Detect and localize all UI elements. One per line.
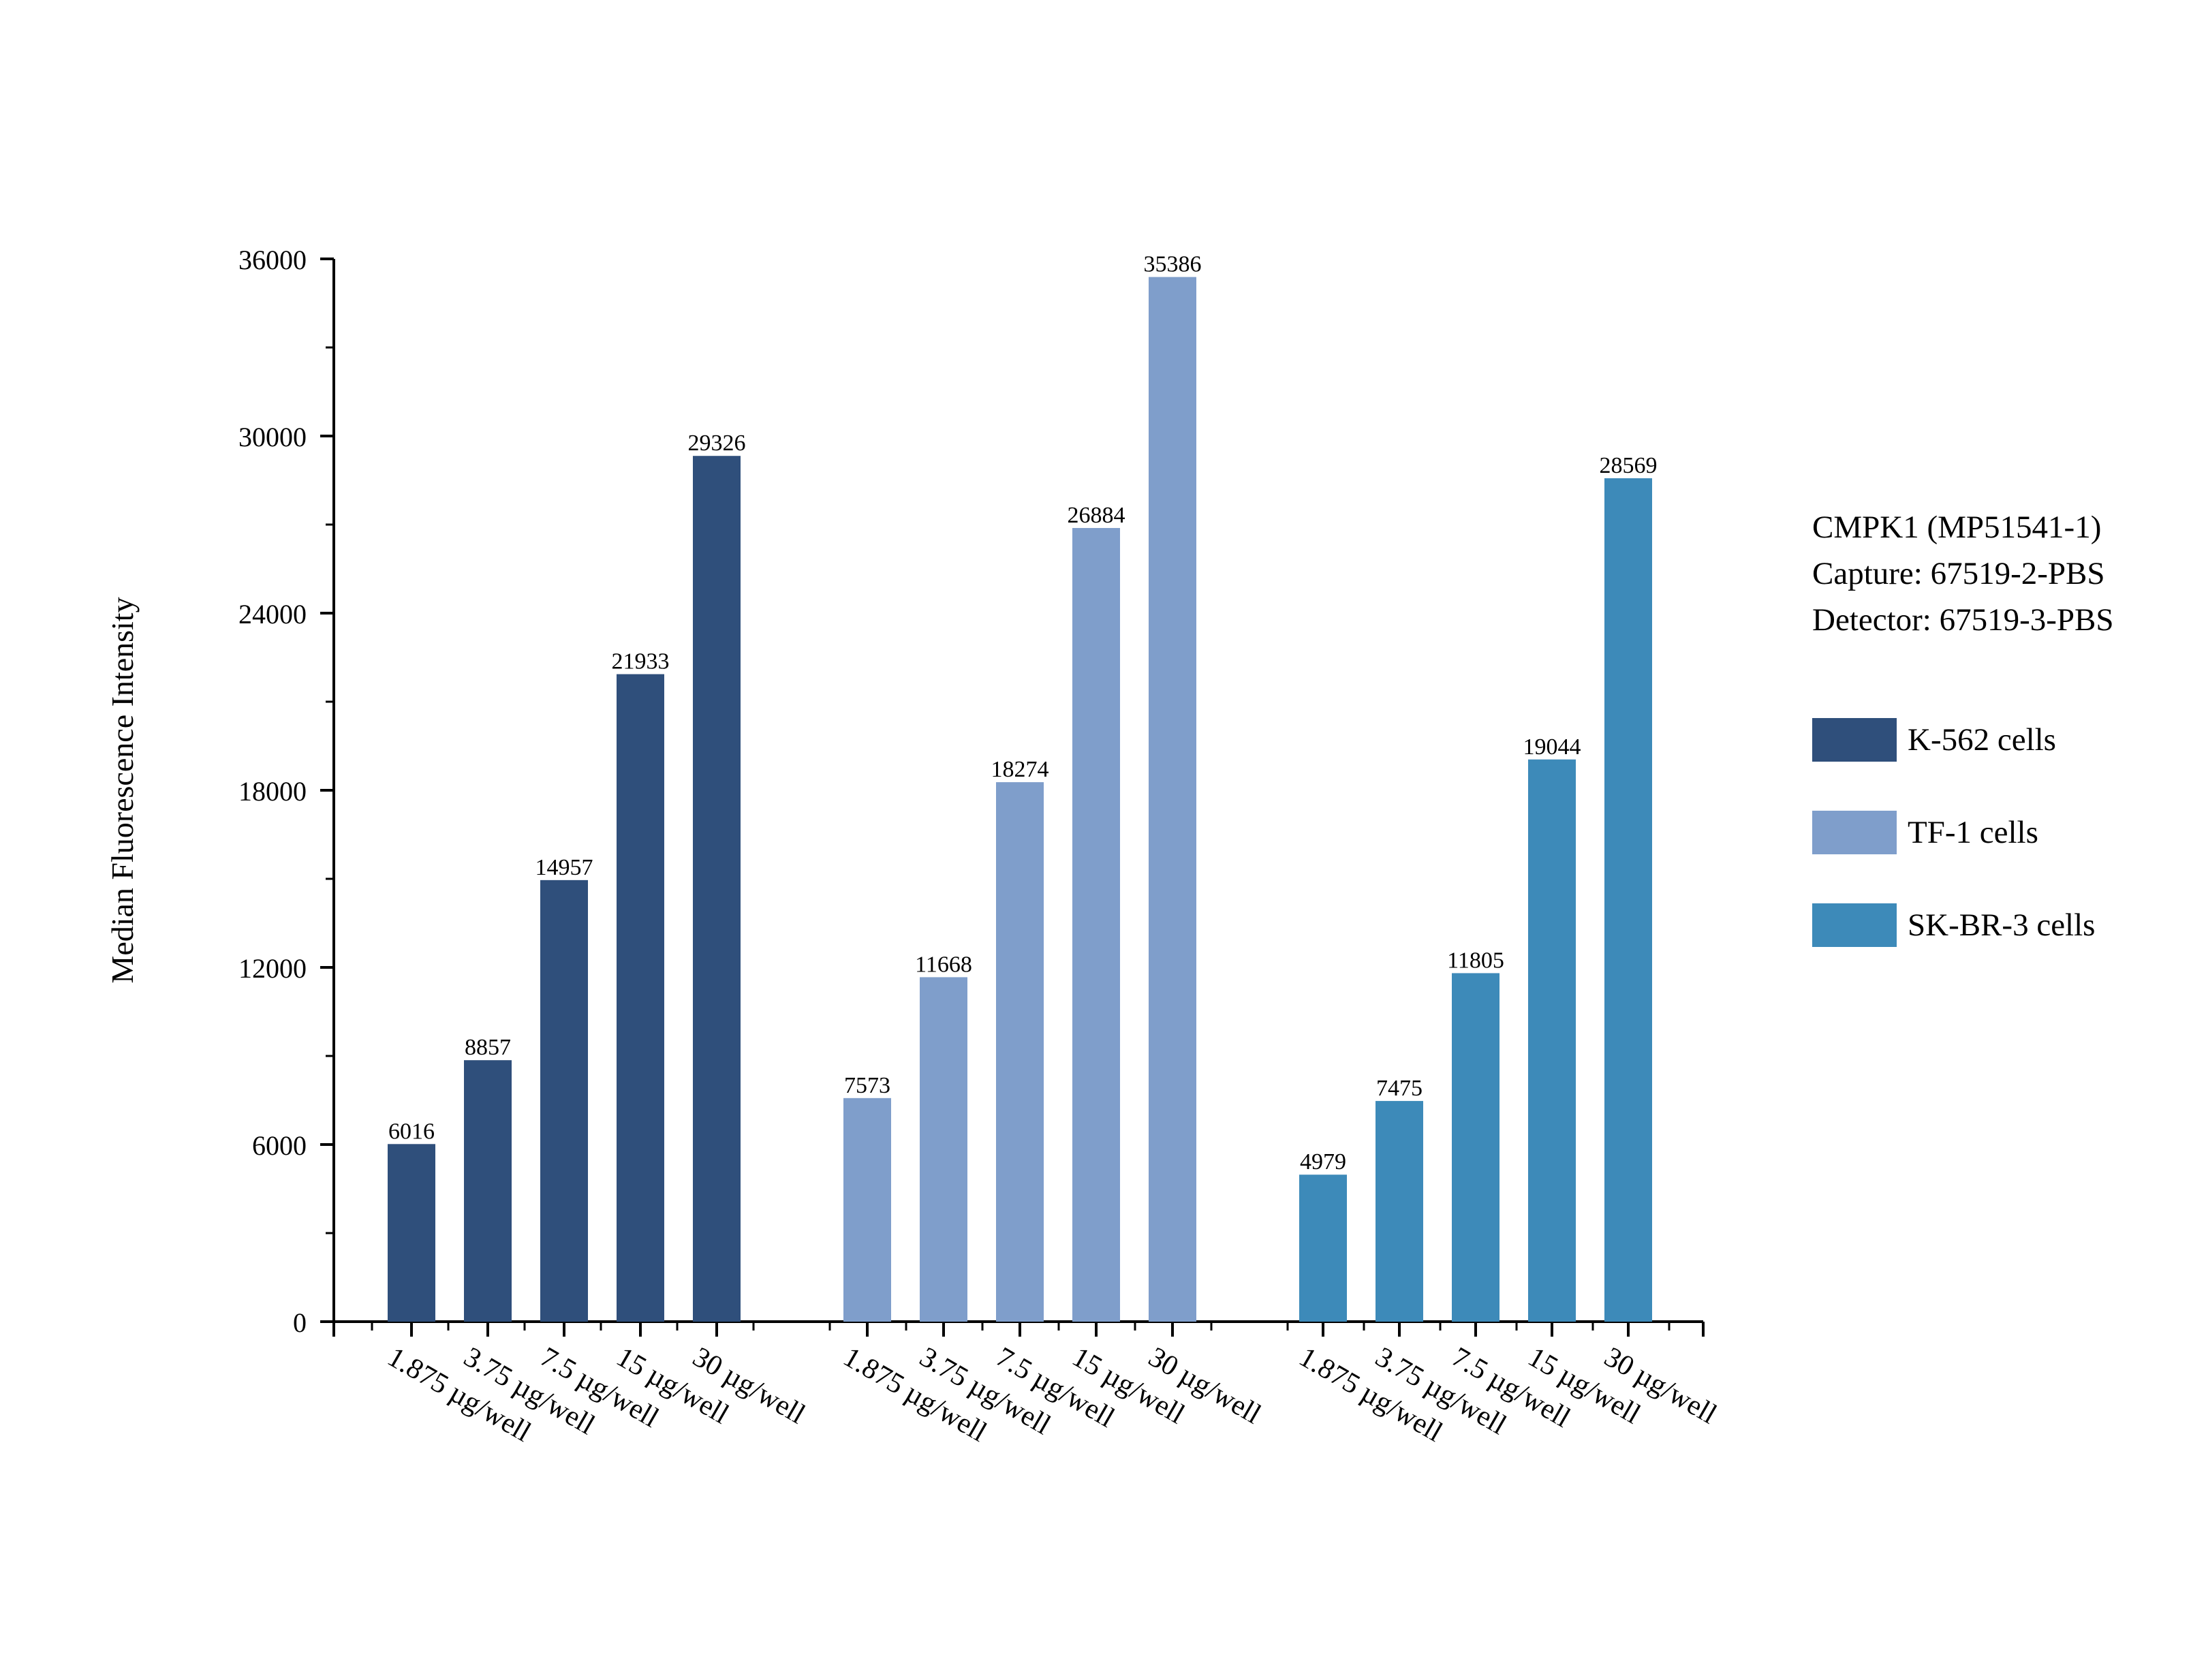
data-label: 8857 <box>465 1035 511 1060</box>
legend-swatch-k562 <box>1812 718 1897 762</box>
bar <box>1072 528 1120 1322</box>
data-label: 7475 <box>1376 1076 1423 1101</box>
data-label: 19044 <box>1523 734 1581 760</box>
y-tick-label: 0 <box>293 1307 307 1338</box>
y-tick-label: 6000 <box>252 1130 307 1161</box>
legend-label-tf1: TF-1 cells <box>1908 815 2038 850</box>
bar <box>843 1098 891 1322</box>
y-tick-label: 18000 <box>238 776 307 807</box>
data-label: 7573 <box>844 1073 890 1098</box>
data-label: 11805 <box>1447 948 1504 973</box>
bar <box>996 782 1044 1322</box>
data-label: 4979 <box>1300 1149 1346 1175</box>
legend-title-line: Capture: 67519-2-PBS <box>1812 556 2105 591</box>
data-label: 21933 <box>612 649 670 674</box>
bar <box>1149 277 1196 1322</box>
bar <box>1528 759 1576 1322</box>
data-label: 26884 <box>1068 503 1125 528</box>
bar <box>617 674 664 1322</box>
bar <box>1452 973 1499 1322</box>
bar <box>693 456 741 1322</box>
data-label: 6016 <box>388 1119 435 1144</box>
bar <box>464 1060 512 1322</box>
data-label: 29326 <box>688 431 746 456</box>
bar <box>1299 1175 1347 1322</box>
data-label: 28569 <box>1600 453 1658 478</box>
legend-title-line: CMPK1 (MP51541-1) <box>1812 510 2102 545</box>
legend-label-k562: K-562 cells <box>1908 722 2056 758</box>
bar <box>1376 1101 1423 1322</box>
y-tick-label: 24000 <box>238 599 307 629</box>
bar <box>540 880 588 1322</box>
y-tick-label: 30000 <box>238 422 307 452</box>
bar <box>388 1144 435 1322</box>
legend-item-skbr3: SK-BR-3 cells <box>1812 902 2095 948</box>
bar <box>920 977 967 1322</box>
legend-label-skbr3: SK-BR-3 cells <box>1908 907 2096 943</box>
data-label: 14957 <box>535 855 593 880</box>
data-label: 18274 <box>991 757 1049 782</box>
y-axis-label: Median Fluorescence Intensity <box>105 597 140 983</box>
legend-item-k562: K-562 cells <box>1812 717 2056 763</box>
legend: CMPK1 (MP51541-1) Capture: 67519-2-PBS D… <box>1812 504 2180 947</box>
legend-swatch-tf1 <box>1812 811 1897 854</box>
legend-title-line: Detector: 67519-3-PBS <box>1812 602 2114 638</box>
legend-item-tf1: TF-1 cells <box>1812 809 2038 856</box>
legend-swatch-skbr3 <box>1812 903 1897 947</box>
bar <box>1604 478 1652 1322</box>
y-tick-label: 36000 <box>238 245 307 275</box>
y-tick-label: 12000 <box>238 953 307 984</box>
data-label: 11668 <box>915 952 972 977</box>
data-label: 35386 <box>1144 252 1202 277</box>
